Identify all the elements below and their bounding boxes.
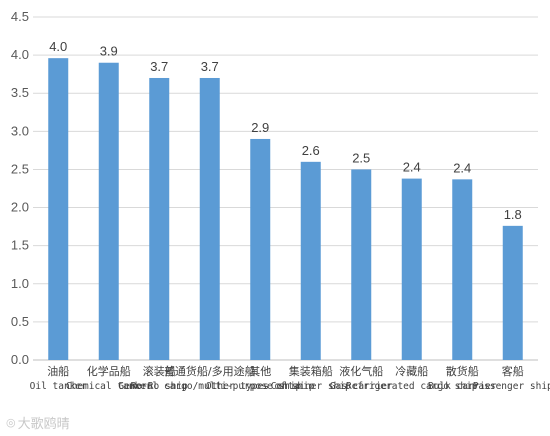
y-tick-label: 1.0 xyxy=(11,276,29,291)
category-label-cn: 滚装船 xyxy=(143,364,176,378)
category-label-en: Refrigerated cargo ship xyxy=(346,381,478,392)
bar xyxy=(452,179,473,360)
y-tick-label: 3.5 xyxy=(11,85,29,100)
category-label-cn: 散货船 xyxy=(446,364,479,378)
category-label-en: Bulk carrier xyxy=(428,381,497,392)
data-labels: 4.0 3.9 3.7 3.7 2.9 2.6 2.5 2.4 2.4 1.8 xyxy=(49,39,522,222)
y-tick-label: 4.5 xyxy=(11,9,29,24)
bar xyxy=(250,138,271,360)
bar xyxy=(351,169,372,360)
category-label-en: Ro-Ro ship xyxy=(131,381,188,392)
bars xyxy=(48,58,523,360)
data-label: 3.7 xyxy=(201,59,219,74)
category-label-en: Oil tanker xyxy=(30,381,87,392)
category-label-cn: 油船 xyxy=(47,364,69,378)
camera-icon: ◎ xyxy=(6,416,16,429)
y-tick-label: 2.5 xyxy=(11,161,29,176)
category-label-en: Other types of ship xyxy=(206,381,315,392)
data-label: 3.7 xyxy=(150,59,168,74)
y-tick-label: 4.0 xyxy=(11,47,29,62)
category-label-cn: 冷藏船 xyxy=(395,364,428,378)
y-tick-label: 2.0 xyxy=(11,200,29,215)
bar xyxy=(300,161,321,360)
data-label: 3.9 xyxy=(100,44,118,59)
bar xyxy=(401,178,422,360)
category-label-cn: 客船 xyxy=(502,364,524,378)
bar xyxy=(48,58,69,360)
data-label: 2.6 xyxy=(302,143,320,158)
category-label-cn: 普通货船/多用途船 xyxy=(164,364,256,378)
category-label-cn: 其他 xyxy=(249,365,271,378)
watermark-text: 大歌鸥晴 xyxy=(17,417,70,432)
category-label-cn: 集装箱船 xyxy=(289,364,333,378)
y-axis-ticks: 0.0 0.5 1.0 1.5 2.0 2.5 3.0 3.5 4.0 4.5 xyxy=(11,9,29,367)
data-label: 4.0 xyxy=(49,39,67,54)
y-tick-label: 0.5 xyxy=(11,314,29,329)
data-label: 2.4 xyxy=(403,160,421,175)
y-tick-label: 1.5 xyxy=(11,238,29,253)
category-label-cn: 液化气船 xyxy=(339,364,383,378)
category-label-cn: 化学品船 xyxy=(87,364,131,378)
y-tick-label: 0.0 xyxy=(11,352,29,367)
bar xyxy=(149,77,170,360)
data-label: 2.4 xyxy=(453,160,471,175)
category-label-en: Gas carrier xyxy=(330,381,393,392)
bar xyxy=(502,225,523,360)
data-label: 2.9 xyxy=(251,120,269,135)
data-label: 2.5 xyxy=(352,150,370,165)
data-label: 1.8 xyxy=(504,207,522,222)
bar xyxy=(98,62,119,360)
category-label-en: Chemical tanker xyxy=(66,381,152,392)
bar xyxy=(199,77,220,360)
watermark: ◎ 大歌鸥晴 xyxy=(6,413,70,432)
category-label-en: General cargo/multi-purpose ship xyxy=(118,381,301,392)
y-tick-label: 3.0 xyxy=(11,123,29,138)
category-label-en: Container ship xyxy=(271,381,351,392)
category-label-en: Passenger ship xyxy=(473,381,550,392)
